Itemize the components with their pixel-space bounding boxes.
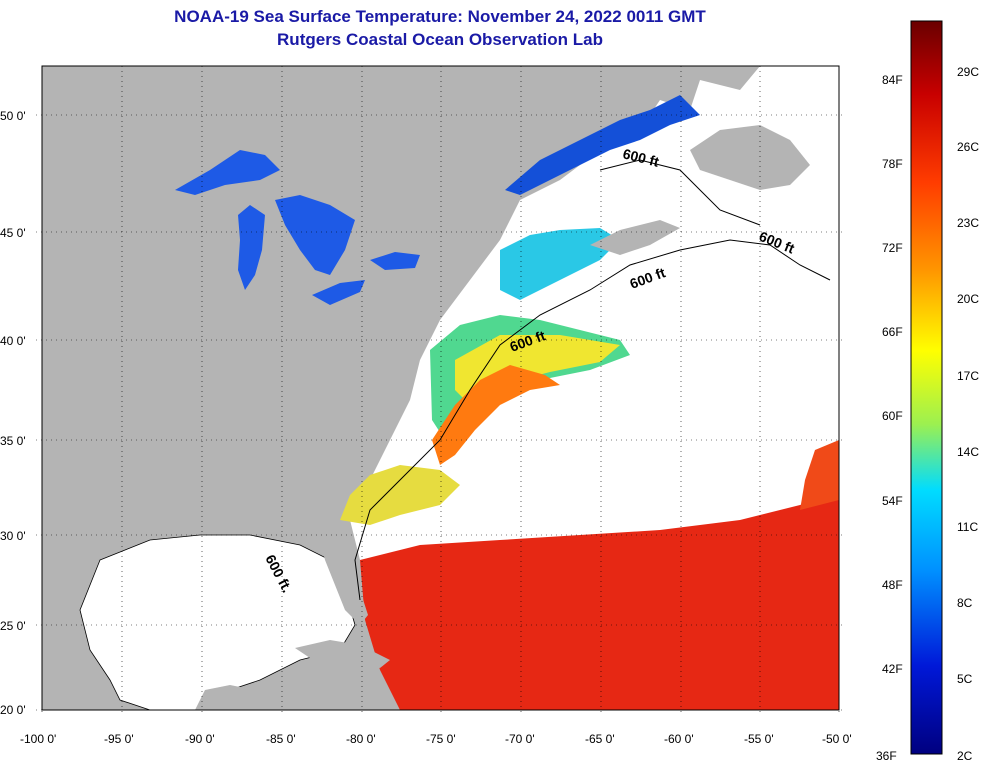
- subtropical-sst: [360, 495, 839, 710]
- gulf-stream-sst: [432, 365, 560, 465]
- no-data-region: [350, 66, 839, 600]
- lat-label: 30 0': [0, 529, 26, 543]
- colorbar-f-label: 48F: [882, 578, 903, 592]
- lon-label: -55 0': [744, 732, 774, 746]
- lat-label: 45 0': [0, 226, 26, 240]
- lat-label: 25 0': [0, 619, 26, 633]
- lat-label: 35 0': [0, 434, 26, 448]
- lat-label: 20 0': [0, 703, 26, 717]
- newfoundland: [690, 125, 810, 190]
- colorbar-c-label: 8C: [957, 596, 973, 610]
- colorbar-c-label: 17C: [957, 369, 979, 383]
- lon-label: -65 0': [585, 732, 615, 746]
- gulf-of-mexico: [79, 534, 356, 710]
- isobath-600ft: [354, 239, 831, 601]
- colorbar-celsius-labels: 29C 26C 23C 20C 17C 14C 11C 8C 5C 2C: [957, 65, 979, 763]
- map-frame: [41, 65, 840, 711]
- nova-scotia: [590, 220, 680, 255]
- map-subtitle: Rutgers Coastal Ocean Observation Lab: [277, 30, 603, 49]
- cuba: [295, 640, 390, 668]
- colorbar-c-label: 23C: [957, 216, 979, 230]
- longitude-labels: -100 0' -95 0' -90 0' -85 0' -80 0' -75 …: [20, 732, 852, 746]
- colorbar-c-label: 2C: [957, 749, 973, 763]
- lon-label: -50 0': [822, 732, 852, 746]
- colorbar: [910, 20, 943, 755]
- colorbar-f-label: 36F: [876, 749, 897, 763]
- lon-label: -100 0': [20, 732, 56, 746]
- lon-label: -70 0': [505, 732, 535, 746]
- lon-label: -75 0': [426, 732, 456, 746]
- st-lawrence-sst: [505, 95, 700, 195]
- colorbar-c-label: 11C: [957, 520, 978, 534]
- colorbar-f-label: 66F: [882, 325, 903, 339]
- lon-label: -85 0': [266, 732, 296, 746]
- colorbar-f-label: 84F: [882, 73, 903, 87]
- colorbar-c-label: 29C: [957, 65, 979, 79]
- lon-label: -90 0': [185, 732, 215, 746]
- colorbar-f-label: 42F: [882, 662, 903, 676]
- lon-label: -80 0': [346, 732, 376, 746]
- isobath-600ft-north: [599, 159, 761, 226]
- colorbar-c-label: 14C: [957, 445, 979, 459]
- lat-label: 40 0': [0, 334, 26, 348]
- lon-label: -60 0': [664, 732, 694, 746]
- colorbar-f-label: 54F: [882, 494, 903, 508]
- gulf-of-maine-sst: [500, 228, 620, 300]
- lon-label: -95 0': [104, 732, 134, 746]
- colorbar-c-label: 26C: [957, 140, 979, 154]
- latitude-labels: 50 0' 45 0' 40 0' 35 0' 30 0' 25 0' 20 0…: [0, 109, 26, 717]
- colorbar-f-label: 78F: [882, 157, 903, 171]
- colorbar-f-label: 72F: [882, 241, 903, 255]
- great-lakes: [175, 150, 420, 305]
- yucatan: [195, 685, 260, 710]
- colorbar-c-label: 5C: [957, 672, 973, 686]
- colorbar-f-label: 60F: [882, 409, 903, 423]
- lat-label: 50 0': [0, 109, 26, 123]
- colorbar-c-label: 20C: [957, 292, 979, 306]
- florida: [318, 532, 368, 625]
- colorbar-fahrenheit-labels: 84F 78F 72F 66F 60F 54F 48F 42F 36F: [876, 73, 903, 763]
- map-title: NOAA-19 Sea Surface Temperature: Novembe…: [174, 7, 706, 26]
- eastern-warm-sst: [800, 440, 839, 510]
